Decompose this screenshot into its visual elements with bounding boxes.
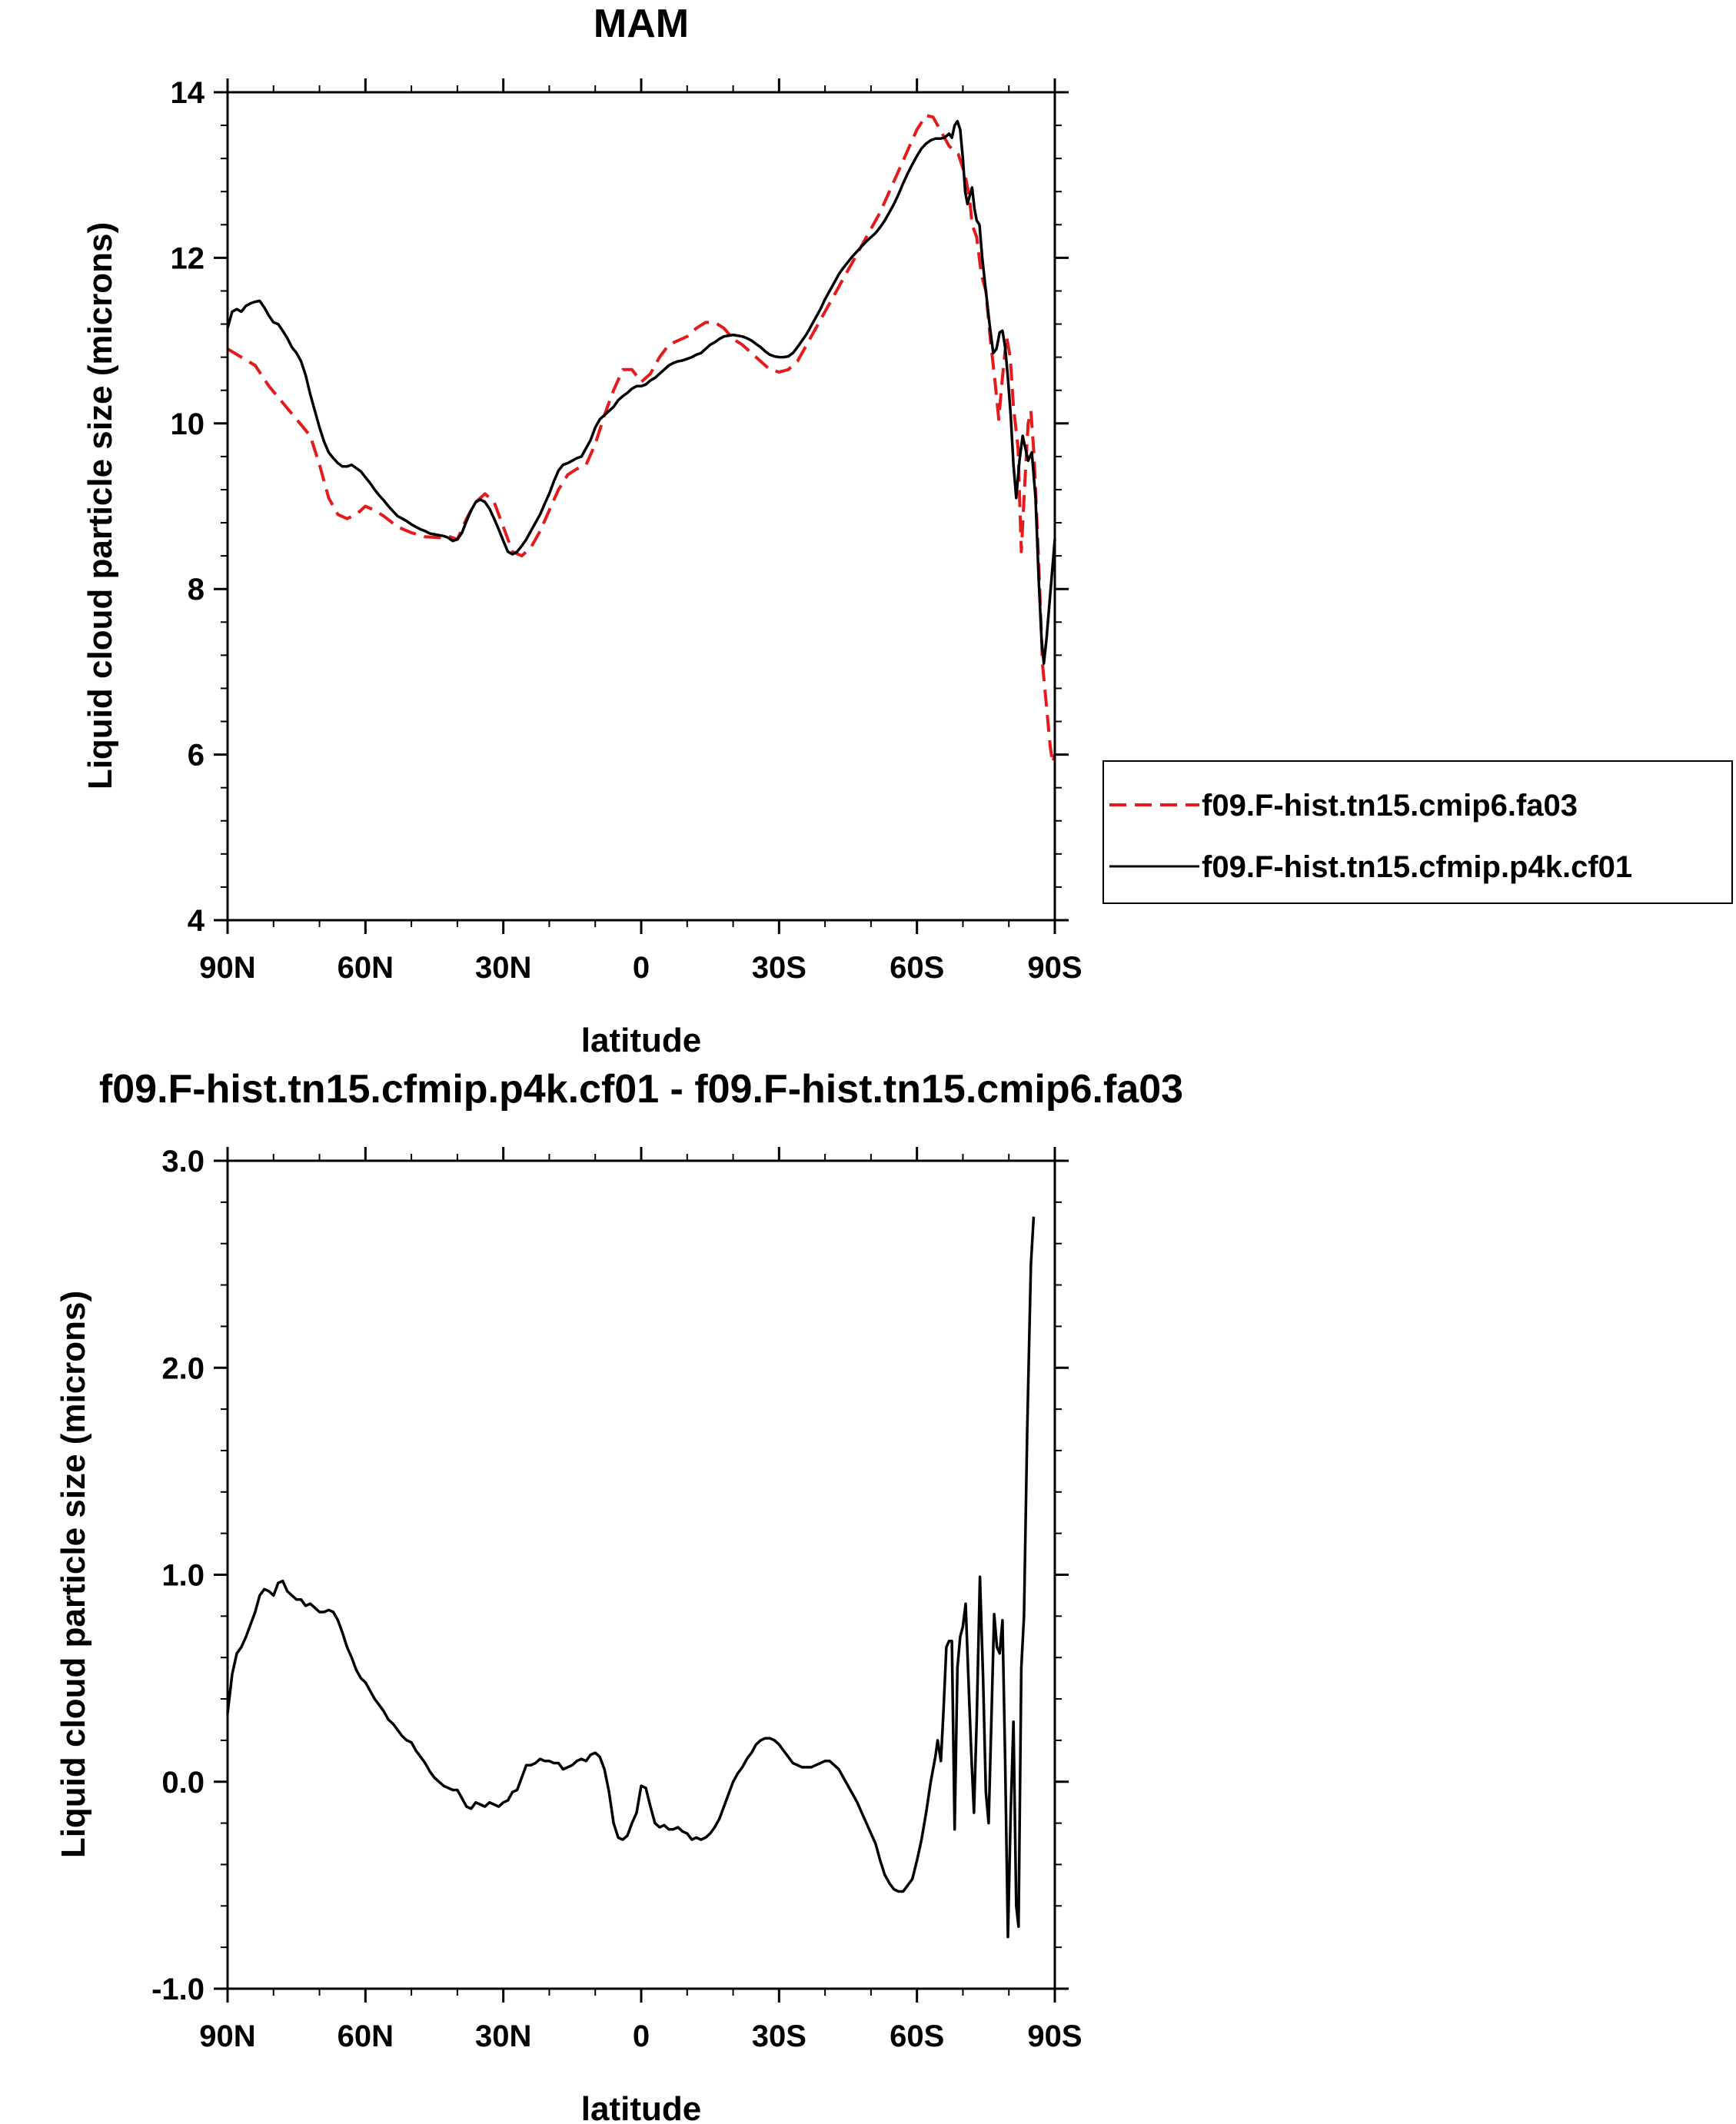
legend-box <box>1102 760 1733 904</box>
chart-title: MAM <box>594 2 689 46</box>
series-line-0 <box>226 1216 1036 1939</box>
y-axis-label: Liquid cloud particle size (microns) <box>55 1291 92 1858</box>
x-tick-label: 60N <box>338 951 394 985</box>
top-chart: MAM 90N 60N 30N 0 30S 60S 90S 4 6 8 10 12 14 latitud… <box>81 2 1733 1059</box>
x-tick-label: 30S <box>752 951 806 985</box>
x-axis-label: latitude <box>581 2090 701 2124</box>
x-tick-label: 30N <box>475 951 531 985</box>
series-line-0 <box>226 114 1056 765</box>
chart-title: f09.F-hist.tn15.cfmip.p4k.cf01 - f09.F-h… <box>99 1067 1183 1112</box>
x-tick-label: 90S <box>1027 2019 1082 2053</box>
y-axis-label: Liquid cloud particle size (microns) <box>81 222 119 789</box>
x-tick-label: 60N <box>338 2019 394 2053</box>
x-tick-label: 60S <box>890 2019 944 2053</box>
x-tick-label: 90N <box>199 951 255 985</box>
legend-label-fa03: f09.F-hist.tn15.cmip6.fa03 <box>1202 789 1578 823</box>
plot-lines <box>226 114 1056 765</box>
axis-ticks: 90N 60N 30N 0 30S 60S 90S -1.0 0.0 1.0 2.0 3.0 <box>151 1145 1083 2053</box>
plot-frame <box>226 1159 1056 1990</box>
x-tick-label: 30S <box>752 2019 806 2053</box>
y-tick-label: 2.0 <box>161 1351 205 1385</box>
x-axis-label: latitude <box>581 1022 701 1059</box>
legend-label-cf01: f09.F-hist.tn15.cfmip.p4k.cf01 <box>1202 850 1632 884</box>
y-tick-label: 12 <box>171 241 205 275</box>
plot-frame <box>226 91 1056 922</box>
y-tick-label: 6 <box>188 739 205 773</box>
y-tick-label: 4 <box>188 904 205 938</box>
y-tick-label: 8 <box>188 573 205 607</box>
y-tick-label: 1.0 <box>161 1559 205 1593</box>
y-tick-label: 10 <box>171 407 205 441</box>
axis-ticks: 90N 60N 30N 0 30S 60S 90S 4 6 8 10 12 14 <box>171 76 1083 985</box>
y-tick-label: -1.0 <box>151 1973 205 2006</box>
y-tick-label: 0.0 <box>161 1766 205 1800</box>
x-tick-label: 30N <box>475 2019 531 2053</box>
y-tick-label: 3.0 <box>161 1145 205 1178</box>
x-tick-label: 0 <box>633 951 650 985</box>
y-tick-label: 14 <box>171 76 205 110</box>
series-line-1 <box>226 119 1056 665</box>
x-tick-label: 60S <box>890 951 944 985</box>
legend: f09.F-hist.tn15.cmip6.fa03 f09.F-hist.tn… <box>1102 760 1733 904</box>
plot-lines <box>226 1216 1036 1939</box>
x-tick-label: 0 <box>633 2019 650 2053</box>
bottom-chart: f09.F-hist.tn15.cfmip.p4k.cf01 - f09.F-h… <box>55 1067 1183 2124</box>
x-tick-label: 90S <box>1027 951 1082 985</box>
x-tick-label: 90N <box>199 2019 255 2053</box>
